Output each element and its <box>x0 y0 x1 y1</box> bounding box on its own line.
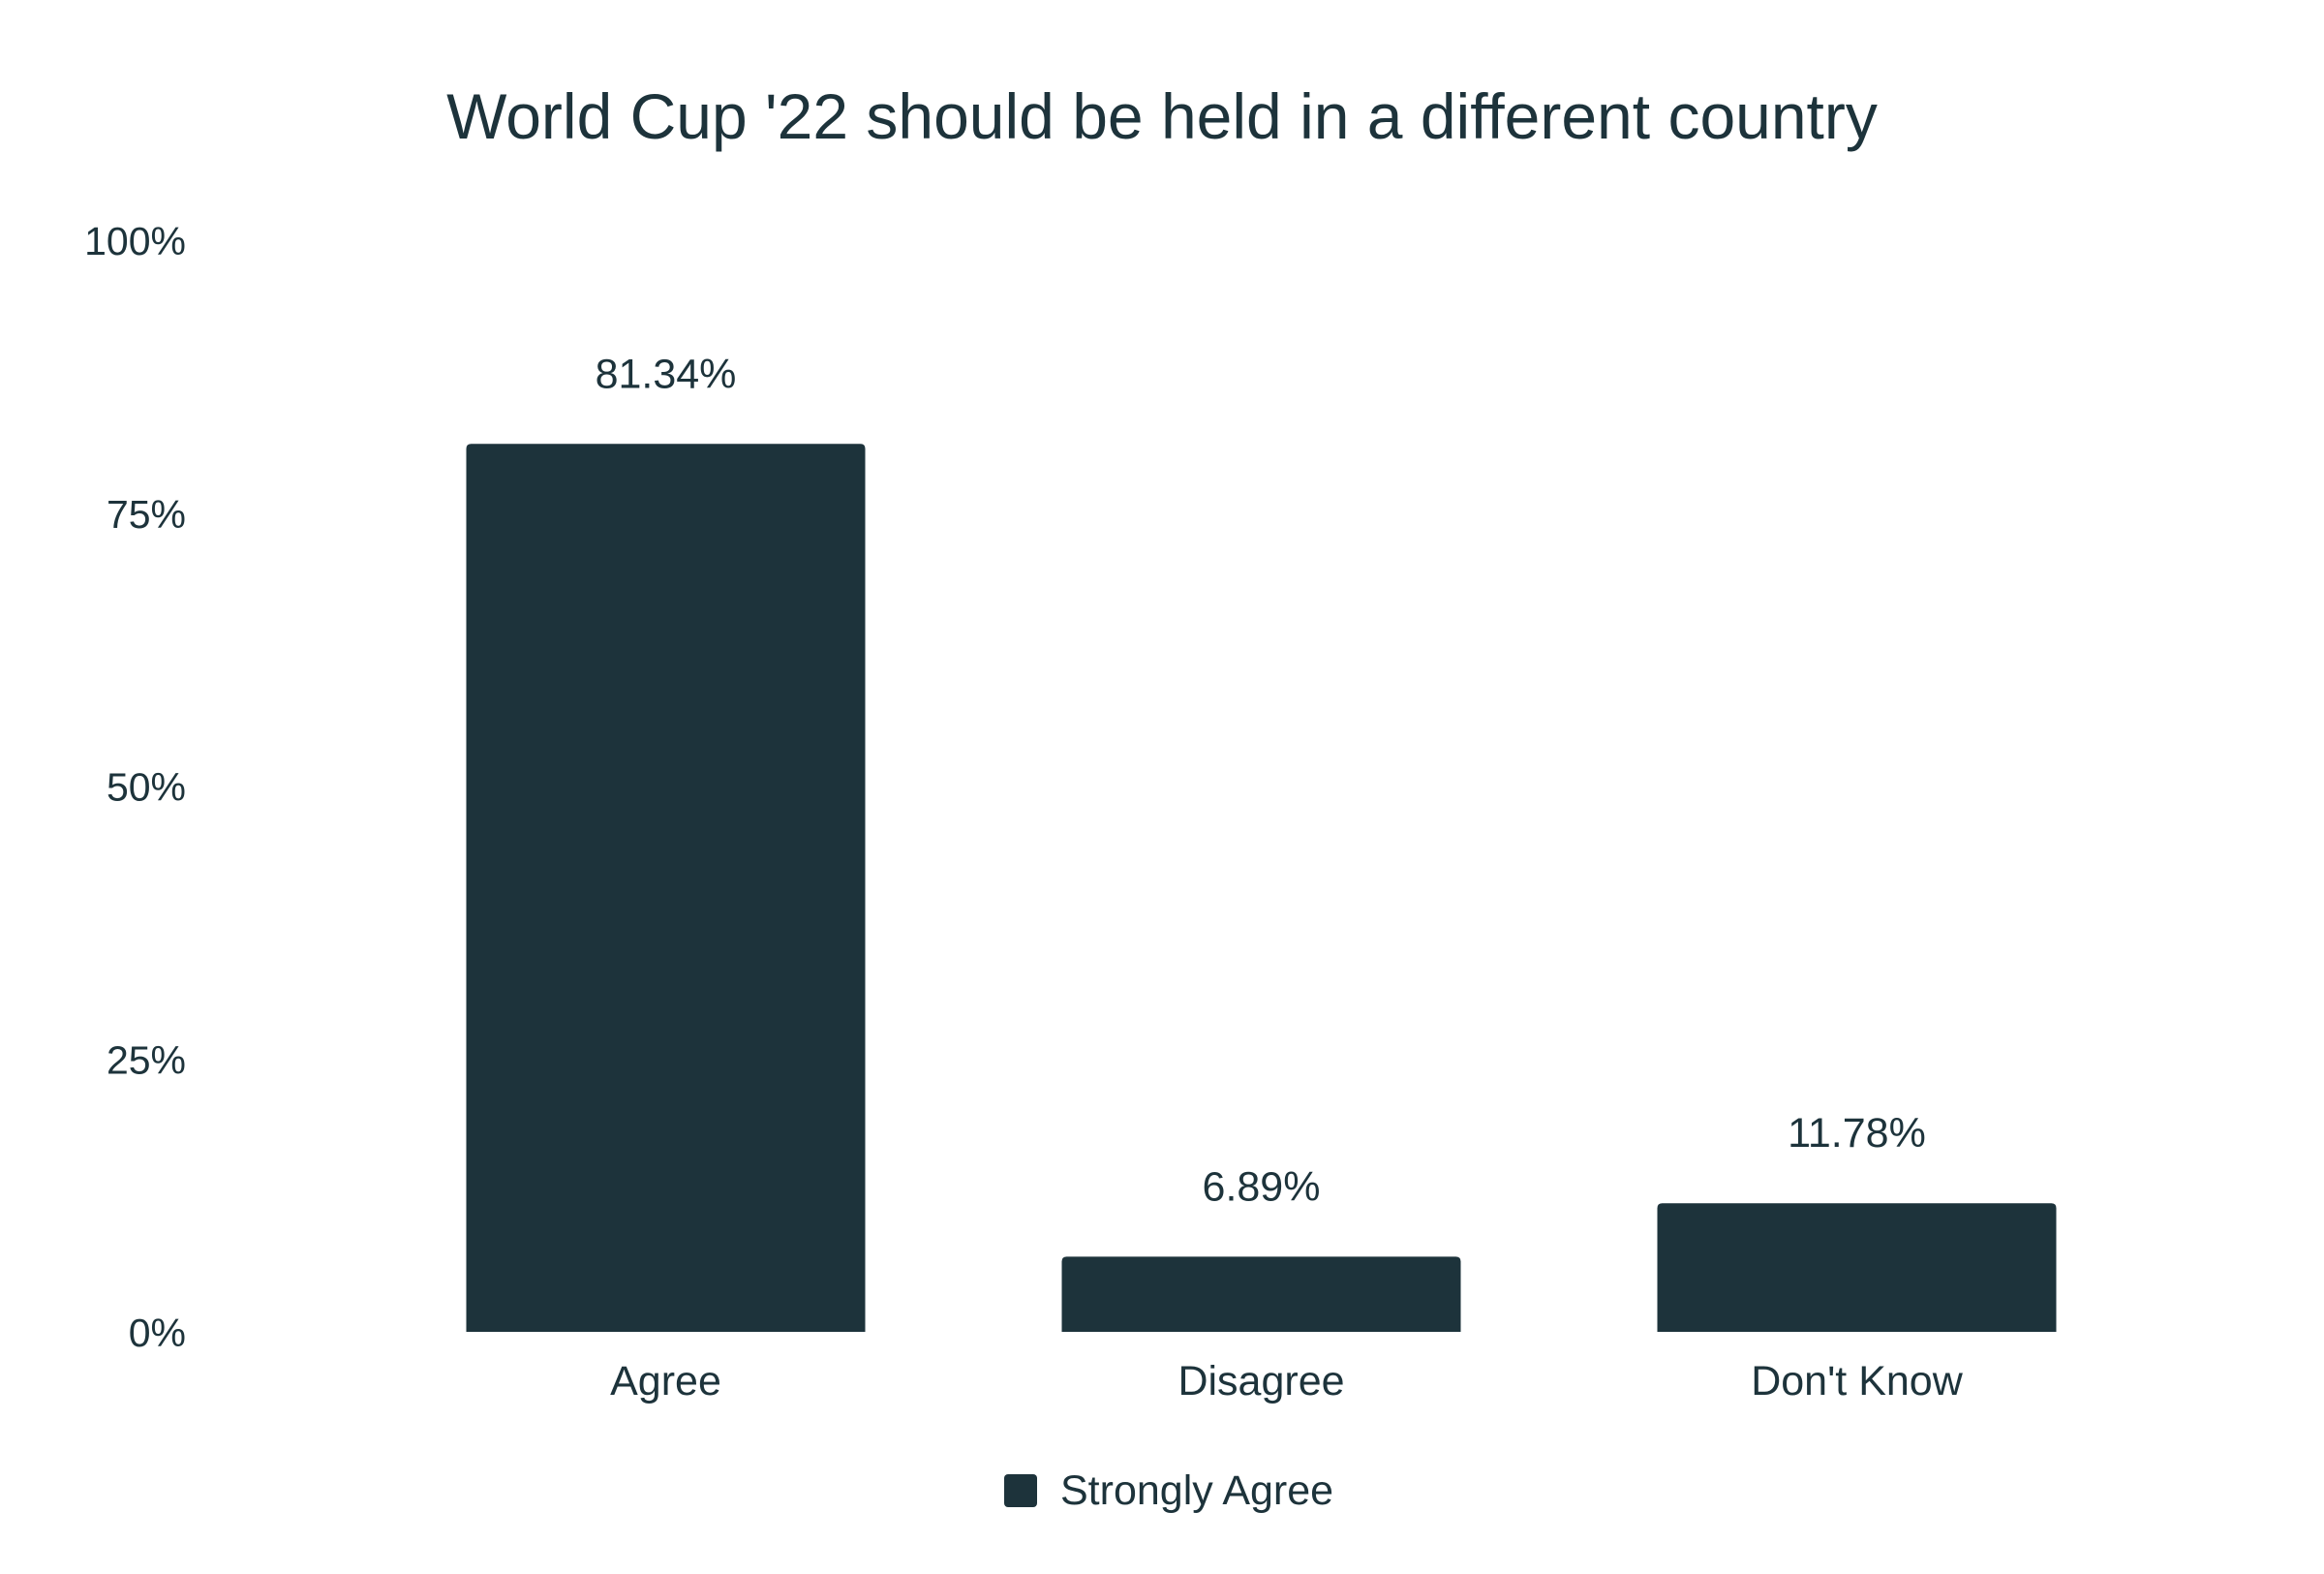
y-tick-label: 25% <box>107 1037 186 1082</box>
bar-disagree <box>1061 1256 1461 1332</box>
bar-don-t-know <box>1657 1203 2057 1332</box>
chart-title: World Cup '22 should be held in a differ… <box>446 80 1878 152</box>
data-label: 6.89% <box>1203 1163 1321 1210</box>
y-tick-label: 100% <box>84 219 186 263</box>
y-tick-label: 50% <box>107 765 186 810</box>
value-labels-group: 81.34% 6.89% 11.78% <box>596 351 1926 1210</box>
x-tick-label: Disagree <box>1177 1358 1344 1404</box>
y-axis-ticks: 0% 25% 50% 75% 100% <box>84 219 186 1355</box>
y-tick-label: 0% <box>129 1311 186 1355</box>
x-tick-label: Don't Know <box>1751 1358 1963 1404</box>
bar-agree <box>466 444 866 1332</box>
bars-group <box>466 444 2057 1332</box>
data-label: 81.34% <box>596 351 737 397</box>
x-axis-labels: Agree Disagree Don't Know <box>610 1358 1964 1404</box>
y-tick-label: 75% <box>107 492 186 537</box>
legend-label-strongly-agree: Strongly Agree <box>1060 1467 1333 1514</box>
data-label: 11.78% <box>1788 1110 1926 1157</box>
legend-swatch-strongly-agree <box>1004 1474 1037 1507</box>
x-tick-label: Agree <box>610 1358 721 1404</box>
legend: Strongly Agree <box>1004 1467 1333 1514</box>
